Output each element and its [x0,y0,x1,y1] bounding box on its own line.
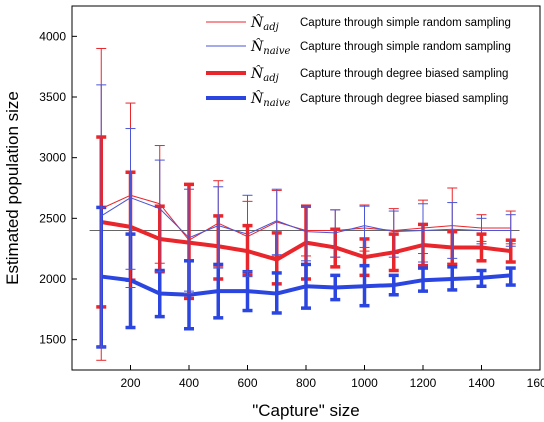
legend-symbol: N̂adj [250,64,279,84]
x-tick-label: 600 [237,376,257,390]
y-axis-label: Estimated population size [3,91,22,285]
legend-symbol: N̂naive [250,89,291,109]
x-tick-label: 1000 [351,376,378,390]
y-tick-label: 1500 [39,333,66,347]
y-tick-label: 3500 [39,90,66,104]
x-tick-label: 200 [120,376,140,390]
x-tick-label: 400 [179,376,199,390]
x-axis-ticks: 200 400 600 800 1000 1200 1400 1600 [120,365,544,390]
x-tick-label: 800 [296,376,316,390]
legend-label: Capture through degree biased sampling [300,68,508,80]
legend-symbol: N̂naive [250,37,291,57]
x-tick-label: 1400 [468,376,495,390]
x-tick-label: 1600 [527,376,544,390]
y-tick-label: 2500 [39,211,66,225]
series-line [101,273,511,297]
legend-item-1: N̂naive Capture through simple random sam… [206,37,511,57]
legend-item-2: N̂adj Capture through degree biased sampl… [206,64,508,84]
series-layer [96,47,516,361]
legend-label: Capture through simple random sampling [300,41,511,53]
legend: N̂adj Capture through simple random sampl… [206,13,511,109]
y-axis-ticks: 1500 2000 2500 3000 3500 4000 [39,29,77,347]
legend-label: Capture through degree biased sampling [300,93,508,105]
x-tick-label: 1200 [410,376,437,390]
y-tick-label: 2000 [39,272,66,286]
series-line [100,197,511,239]
legend-label: Capture through simple random sampling [300,17,511,29]
x-axis-label: "Capture" size [252,401,360,420]
plot-area-border [71,5,541,371]
legend-symbol: N̂adj [250,13,279,33]
series-1 [96,84,516,348]
legend-item-0: N̂adj Capture through simple random sampl… [206,13,511,33]
y-tick-label: 4000 [39,29,66,43]
legend-item-3: N̂naive Capture through degree biased sam… [206,89,508,109]
plot-frame [71,5,541,371]
y-tick-label: 3000 [39,151,66,165]
